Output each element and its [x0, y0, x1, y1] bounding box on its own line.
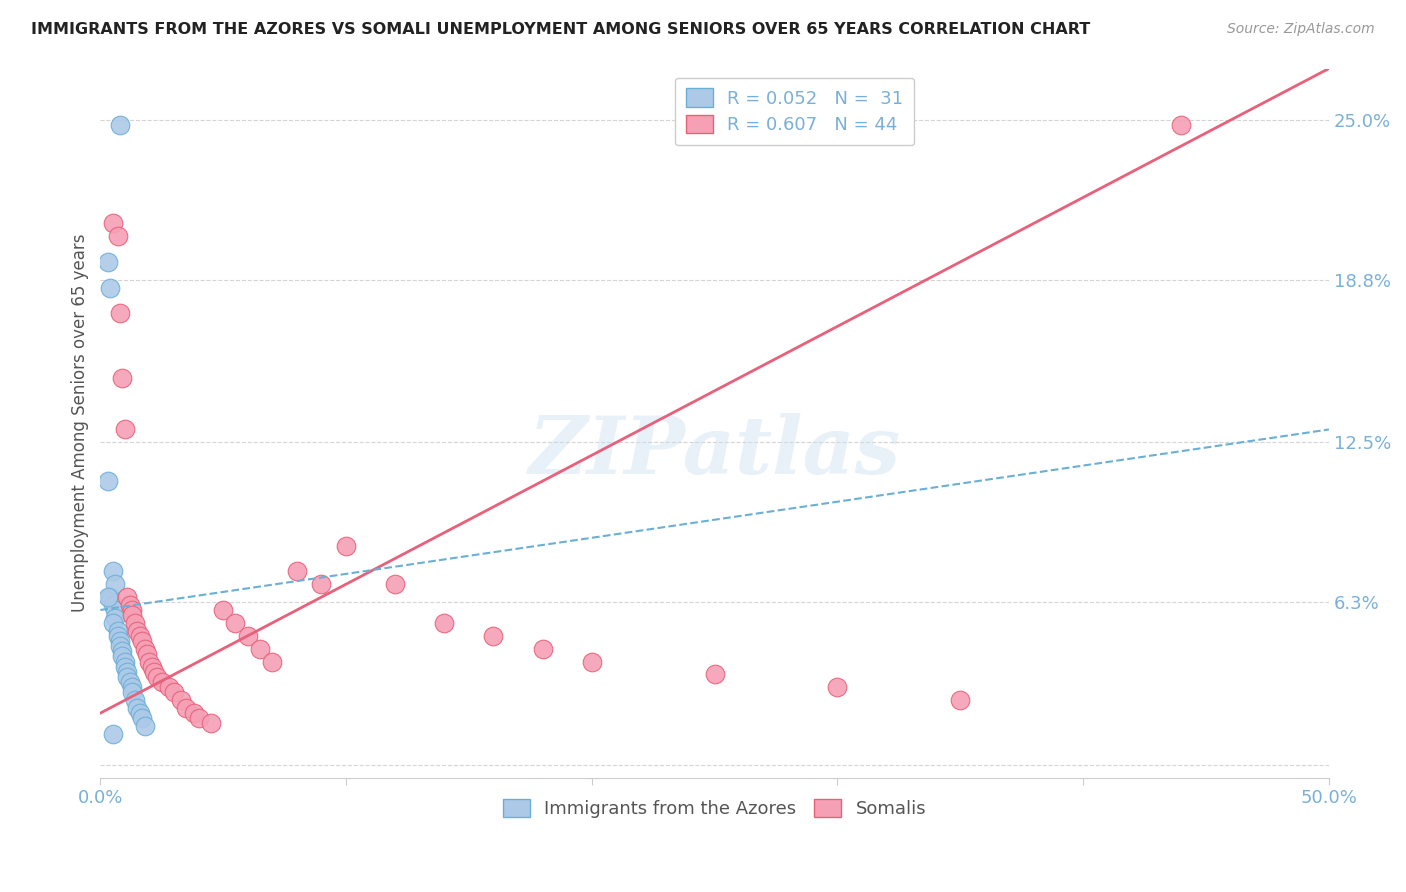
Point — [531, 641, 554, 656]
Point — [97, 474, 120, 488]
Point — [127, 701, 149, 715]
Point — [108, 634, 131, 648]
Point — [482, 629, 505, 643]
Point — [111, 649, 134, 664]
Point — [101, 727, 124, 741]
Point — [117, 590, 139, 604]
Point — [827, 681, 849, 695]
Point — [114, 655, 136, 669]
Y-axis label: Unemployment Among Seniors over 65 years: Unemployment Among Seniors over 65 years — [72, 234, 89, 612]
Point — [262, 655, 284, 669]
Point — [104, 603, 127, 617]
Point — [121, 608, 143, 623]
Point — [311, 577, 333, 591]
Point — [1170, 118, 1192, 132]
Point — [143, 665, 166, 679]
Point — [117, 670, 139, 684]
Point — [433, 615, 456, 630]
Point — [101, 564, 124, 578]
Point — [138, 655, 160, 669]
Point — [104, 577, 127, 591]
Point — [118, 598, 141, 612]
Text: Source: ZipAtlas.com: Source: ZipAtlas.com — [1227, 22, 1375, 37]
Point — [107, 229, 129, 244]
Point — [108, 306, 131, 320]
Point — [101, 615, 124, 630]
Point — [249, 641, 271, 656]
Point — [131, 634, 153, 648]
Point — [176, 701, 198, 715]
Point — [183, 706, 205, 720]
Point — [200, 716, 222, 731]
Point — [107, 629, 129, 643]
Point — [157, 681, 180, 695]
Point — [124, 615, 146, 630]
Point — [108, 118, 131, 132]
Point — [134, 719, 156, 733]
Point — [111, 371, 134, 385]
Point — [131, 711, 153, 725]
Legend: Immigrants from the Azores, Somalis: Immigrants from the Azores, Somalis — [495, 791, 934, 825]
Point — [101, 598, 124, 612]
Point — [949, 693, 972, 707]
Point — [335, 539, 357, 553]
Point — [128, 706, 150, 720]
Point — [136, 647, 159, 661]
Point — [224, 615, 246, 630]
Point — [111, 644, 134, 658]
Point — [134, 641, 156, 656]
Point — [121, 681, 143, 695]
Point — [121, 603, 143, 617]
Point — [117, 665, 139, 679]
Point — [187, 711, 209, 725]
Point — [170, 693, 193, 707]
Point — [163, 685, 186, 699]
Point — [114, 422, 136, 436]
Point — [124, 693, 146, 707]
Point — [581, 655, 603, 669]
Point — [703, 667, 725, 681]
Point — [97, 255, 120, 269]
Point — [127, 624, 149, 638]
Point — [108, 639, 131, 653]
Point — [101, 216, 124, 230]
Point — [104, 610, 127, 624]
Point — [98, 281, 121, 295]
Point — [114, 659, 136, 673]
Point — [118, 675, 141, 690]
Text: ZIPatlas: ZIPatlas — [529, 413, 901, 490]
Point — [141, 659, 163, 673]
Point — [98, 590, 121, 604]
Point — [107, 624, 129, 638]
Point — [285, 564, 308, 578]
Point — [212, 603, 235, 617]
Point — [384, 577, 406, 591]
Point — [128, 629, 150, 643]
Point — [146, 670, 169, 684]
Text: IMMIGRANTS FROM THE AZORES VS SOMALI UNEMPLOYMENT AMONG SENIORS OVER 65 YEARS CO: IMMIGRANTS FROM THE AZORES VS SOMALI UNE… — [31, 22, 1090, 37]
Point — [150, 675, 173, 690]
Point — [121, 685, 143, 699]
Point — [97, 590, 120, 604]
Point — [236, 629, 259, 643]
